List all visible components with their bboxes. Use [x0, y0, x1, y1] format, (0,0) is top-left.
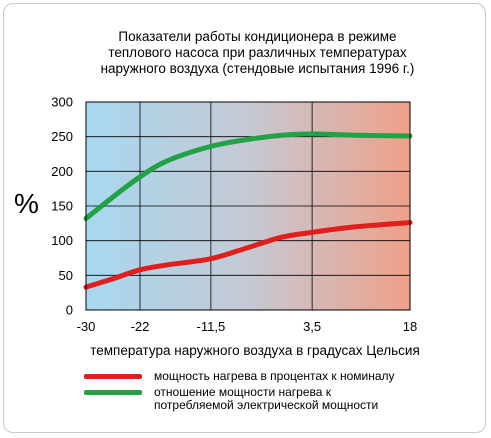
y-tick-labels: 0 50 100 150 200 250 300: [51, 95, 73, 318]
title-line-1: Показатели работы кондиционера в режиме: [118, 29, 397, 44]
legend-swatch-red: [84, 374, 142, 379]
y-tick-label: 0: [66, 303, 73, 318]
x-tick-label: 3,5: [303, 319, 321, 334]
legend-label: отношение мощности нагрева к: [154, 385, 331, 399]
chart-title: Показатели работы кондиционера в режиме …: [60, 29, 455, 77]
x-tick-label: 18: [403, 319, 417, 334]
x-tick-label: -30: [77, 319, 96, 334]
heating-power-line: [83, 220, 413, 290]
plot-border: [85, 101, 411, 311]
y-tick-label: 250: [51, 129, 73, 144]
series-lines: [83, 131, 413, 290]
x-tick-label: -22: [131, 319, 150, 334]
y-tick-label: 300: [51, 95, 73, 110]
y-tick-label: 150: [51, 199, 73, 214]
legend-label: мощность нагрева в процентах к номиналу: [154, 369, 395, 383]
y-tick-label: 50: [59, 268, 73, 283]
legend-label-line-2: потребляемой электрической мощности: [154, 398, 379, 412]
x-tick-label: -11,5: [197, 319, 226, 334]
title-line-2: теплового насоса при различных температу…: [108, 45, 407, 60]
y-tick-label: 100: [51, 233, 73, 248]
title-line-3: наружного воздуха (стендовые испытания 1…: [100, 61, 415, 76]
y-axis-label: %: [14, 188, 39, 219]
y-tick-label: 200: [51, 164, 73, 179]
x-tick-labels: -30 -22 -11,5 3,5 18: [77, 319, 418, 334]
cop-ratio-line: [83, 131, 413, 221]
legend-swatch-green: [84, 390, 142, 395]
x-axis-label: температура наружного воздуха в градусах…: [90, 343, 420, 358]
